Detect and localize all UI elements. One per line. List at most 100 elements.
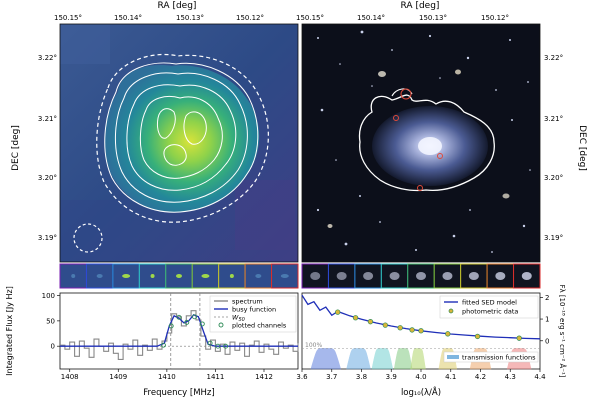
transmission-curve — [346, 348, 371, 370]
photometric-point — [409, 327, 415, 333]
busy-function-line — [60, 314, 298, 347]
legend-spectrum: spectrum — [232, 298, 263, 306]
dec-tick-right-2: 3.20° — [544, 174, 563, 182]
legend-channels: plotted channels — [232, 322, 287, 330]
background-stars — [316, 30, 531, 253]
left-axis-label: DEC [deg] — [11, 125, 21, 171]
photometric-point — [335, 309, 341, 315]
plotted-channel-point — [215, 343, 221, 349]
ra-tick-right-2: 150.13° — [419, 14, 447, 22]
sed-ytick-label: 0 — [545, 337, 549, 345]
dec-tick-left-2: 3.20° — [38, 174, 57, 182]
legend-channels-swatch — [218, 322, 224, 328]
hi-emission-blob — [104, 65, 260, 213]
sed-xtick-label: 3.6 — [296, 373, 308, 381]
spectrum-ytick-label: 0 — [51, 343, 55, 351]
hi-channel-strip — [59, 263, 299, 289]
photometric-point — [445, 331, 451, 337]
ra-tick-right-1: 150.14° — [357, 14, 385, 22]
legend-photometric: photometric data — [462, 308, 518, 316]
spectrum-xtick-label: 1411 — [207, 373, 225, 381]
legend-transmission: transmission functions — [462, 354, 536, 362]
masked-sources — [393, 88, 443, 191]
dec-tick-left-0: 3.22° — [38, 54, 57, 62]
transmission-curve — [310, 348, 342, 370]
ra-tick-right-3: 150.12° — [481, 14, 509, 22]
plotted-channel-point — [161, 342, 166, 348]
sed-xtick-label: 4.1 — [445, 373, 456, 381]
dec-tick-right-3: 3.19° — [544, 234, 563, 242]
hi-channel-blob — [122, 274, 131, 278]
top-axis-label-left: RA [deg] — [158, 1, 197, 11]
sed-xtick-label: 4.3 — [505, 373, 516, 381]
optical-band-galaxy — [389, 272, 400, 280]
sed-ytick-label: 2 — [545, 294, 549, 302]
right-axis-label: DEC [deg] — [577, 125, 587, 171]
optical-band-galaxy — [310, 272, 321, 280]
spectrum-ytick-label: 50 — [46, 317, 55, 325]
spectrum-panel: 1408 1409 1410 1411 1412 0 50 100 spectrum busy… — [5, 286, 299, 398]
legend-w50-sub: 50 — [238, 317, 244, 323]
dec-tick-right-1: 3.21° — [544, 115, 563, 123]
plotted-channel-point — [199, 321, 205, 327]
legend-photometric-swatch — [448, 308, 454, 314]
sed-xtick-label: 4.0 — [415, 373, 426, 381]
optical-band-galaxy — [468, 272, 479, 280]
sed-xtick-label: 4.2 — [475, 373, 486, 381]
spectrum-xtick-label: 1408 — [61, 373, 79, 381]
photometric-point — [367, 319, 374, 325]
ra-tick-left-1: 150.14° — [114, 14, 142, 22]
sed-xtick-label: 3.8 — [356, 373, 367, 381]
sed-panel: 100% 3.6 3.7 3.8 3.9 4.0 4.1 4.2 4.3 4.4 0 1 2 fitte… — [296, 284, 567, 398]
dec-tick-right-0: 3.22° — [544, 54, 563, 62]
optical-band-galaxy — [416, 272, 426, 280]
plotted-channel-point — [192, 314, 197, 320]
ra-tick-left-2: 150.13° — [176, 14, 204, 22]
beam-ellipse — [73, 223, 103, 253]
sed-xtick-label: 4.4 — [534, 373, 546, 381]
hi-channel-blob — [96, 274, 103, 278]
dec-tick-left-3: 3.19° — [38, 234, 57, 242]
transmission-100-label: 100% — [305, 342, 322, 349]
segmentation-contour — [358, 94, 495, 192]
sed-legend: fitted SED model photometric data transm… — [439, 295, 539, 363]
spectrum-ylabel: Integrated Flux [Jy Hz] — [5, 286, 14, 376]
hi-channel-blob — [229, 274, 234, 278]
legend-busy: busy function — [232, 306, 276, 314]
ra-tick-right-0: 150.15° — [296, 14, 324, 22]
optical-frame — [301, 23, 541, 263]
sed-xtick-label: 3.9 — [386, 373, 397, 381]
optical-band-galaxy — [363, 272, 374, 280]
optical-band-strip — [301, 263, 541, 289]
photometric-point — [516, 335, 522, 341]
spectrum-xtick-label: 1409 — [109, 373, 127, 381]
hi-contours — [96, 53, 269, 223]
transmission-curve — [393, 348, 413, 370]
optical-panel — [301, 23, 541, 263]
sed-ylabel: Fλ [10⁻¹⁸ erg s⁻¹ cm⁻² Å⁻¹] — [558, 284, 567, 377]
hi-map-frame — [59, 23, 299, 263]
optical-band-galaxy — [336, 272, 347, 280]
photometric-point — [418, 328, 424, 334]
photometric-point — [382, 322, 388, 328]
hi-map-panel — [59, 23, 299, 263]
legend-model: fitted SED model — [462, 299, 517, 307]
spectrum-xtick-label: 1412 — [255, 373, 273, 381]
hi-channel-blob — [176, 274, 182, 278]
optical-band-galaxy — [442, 272, 453, 280]
hi-channel-blob — [150, 274, 155, 278]
plotted-channel-point — [168, 323, 174, 329]
plotted-channel-point — [184, 319, 190, 325]
hi-channel-blob — [71, 274, 76, 278]
hi-channel-blob — [280, 274, 289, 278]
sed-model-line — [301, 294, 541, 340]
photometric-point — [397, 325, 403, 331]
legend-w50: W50 — [232, 314, 245, 324]
plotted-channel-point — [223, 343, 229, 349]
dec-tick-left-1: 3.21° — [38, 115, 57, 123]
plotted-channel-point — [176, 314, 182, 320]
spectrum-xlabel: Frequency [MHz] — [143, 388, 214, 398]
hi-channel-blob — [201, 274, 210, 278]
spectrum-xtick-label: 1410 — [158, 373, 176, 381]
